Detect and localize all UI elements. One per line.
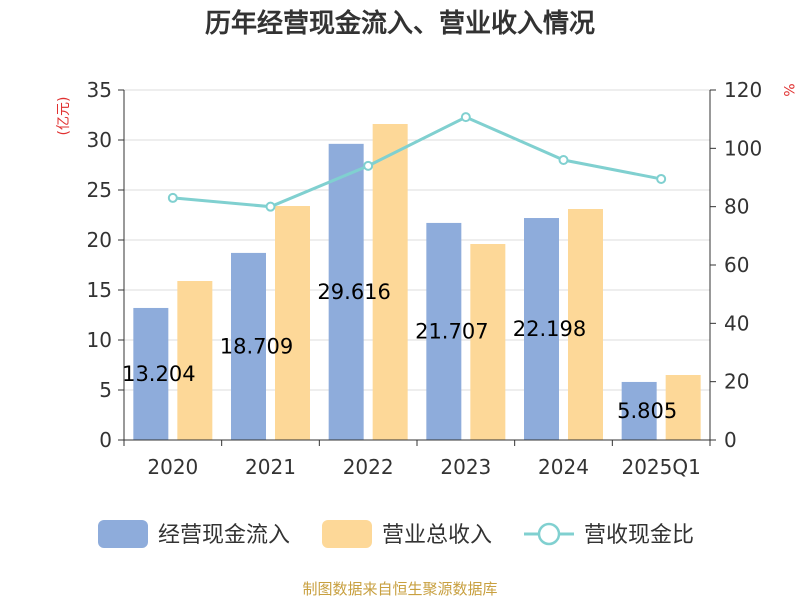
left-tick-label: 35	[87, 78, 112, 102]
ratio-point	[656, 173, 667, 184]
x-tick-label: 2020	[147, 455, 198, 479]
legend-revenue-label: 营业总收入	[382, 523, 492, 548]
left-tick-label: 30	[87, 128, 112, 152]
ratio-point	[265, 201, 276, 212]
ratio-point	[363, 160, 374, 171]
right-axis-unit: %	[780, 83, 796, 96]
ratio-point	[460, 112, 471, 123]
left-tick-label: 5	[99, 378, 112, 402]
revenue-bar	[470, 244, 506, 440]
revenue-bar	[275, 206, 310, 440]
cash-inflow-data-label: 21.707	[415, 319, 488, 343]
chart-title: 历年经营现金流入、营业收入情况	[205, 8, 595, 39]
ratio-point	[558, 155, 569, 165]
cash-inflow-data-label: 29.616	[317, 280, 390, 304]
right-tick-label: 40	[724, 311, 749, 335]
axes: 0 5 10 15 20 25 30 35 0 20 40 60 80 100 120 2020 2021 202…	[87, 78, 763, 479]
ratio-point	[167, 192, 178, 203]
x-tick-label: 2021	[245, 455, 296, 479]
cash-inflow-bar	[328, 143, 364, 440]
x-tick-label: 2025Q1	[621, 455, 700, 479]
ratio-line	[172, 115, 662, 209]
x-tick-label: 2023	[440, 455, 491, 479]
cash-inflow-data-label: 18.709	[220, 334, 293, 358]
revenue-bar	[372, 124, 408, 440]
legend-ratio-label: 营收现金比	[584, 523, 694, 548]
revenue-bar	[665, 375, 701, 440]
bar-series	[133, 124, 701, 440]
revenue-bar	[568, 209, 603, 440]
left-axis-unit: (亿元)	[56, 97, 72, 136]
x-tick-label: 2024	[538, 455, 589, 479]
left-tick-label: 0	[99, 428, 112, 452]
revenue-bar	[177, 281, 213, 440]
left-tick-label: 25	[87, 178, 112, 202]
ratio-line-series	[167, 112, 667, 212]
right-tick-label: 20	[724, 370, 749, 394]
cash-inflow-data-label: 5.805	[617, 399, 677, 423]
cash-inflow-bar	[133, 307, 169, 440]
legend-ratio-marker	[537, 522, 561, 546]
left-tick-label: 10	[87, 328, 112, 352]
legend: 经营现金流入 营业总收入 营收现金比	[98, 520, 694, 548]
right-tick-label: 100	[724, 136, 762, 160]
data-labels: 13.204 18.709 29.616 21.707 22.198 5.805	[122, 280, 677, 423]
cash-inflow-bar	[231, 252, 266, 440]
right-tick-label: 0	[724, 428, 737, 452]
right-tick-label: 60	[724, 253, 749, 277]
left-tick-label: 15	[87, 278, 112, 302]
right-tick-label: 120	[724, 78, 762, 102]
cash-inflow-data-label: 22.198	[513, 317, 586, 341]
cash-inflow-bar	[621, 381, 657, 440]
cash-inflow-bar	[426, 222, 462, 440]
right-tick-label: 80	[724, 195, 749, 219]
cash-inflow-data-label: 13.204	[122, 362, 195, 386]
cash-inflow-bar	[524, 218, 559, 440]
source-note: 制图数据来自恒生聚源数据库	[302, 580, 497, 598]
legend-cash-inflow-swatch	[98, 520, 148, 548]
legend-revenue-swatch	[322, 520, 372, 548]
left-tick-label: 20	[87, 228, 112, 252]
x-tick-label: 2022	[343, 455, 394, 479]
legend-cash-inflow-label: 经营现金流入	[158, 523, 290, 548]
